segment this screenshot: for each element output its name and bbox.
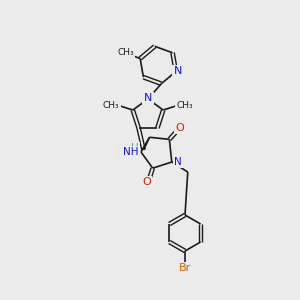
Text: N: N: [144, 93, 152, 103]
Text: O: O: [176, 123, 184, 133]
Text: CH₃: CH₃: [118, 48, 134, 57]
Text: N: N: [174, 157, 182, 167]
Text: O: O: [142, 178, 151, 188]
Text: NH: NH: [122, 147, 138, 157]
Text: H: H: [131, 143, 139, 153]
Text: CH₃: CH₃: [103, 101, 119, 110]
Text: CH₃: CH₃: [176, 101, 193, 110]
Text: N: N: [174, 67, 182, 76]
Text: Br: Br: [179, 263, 191, 273]
